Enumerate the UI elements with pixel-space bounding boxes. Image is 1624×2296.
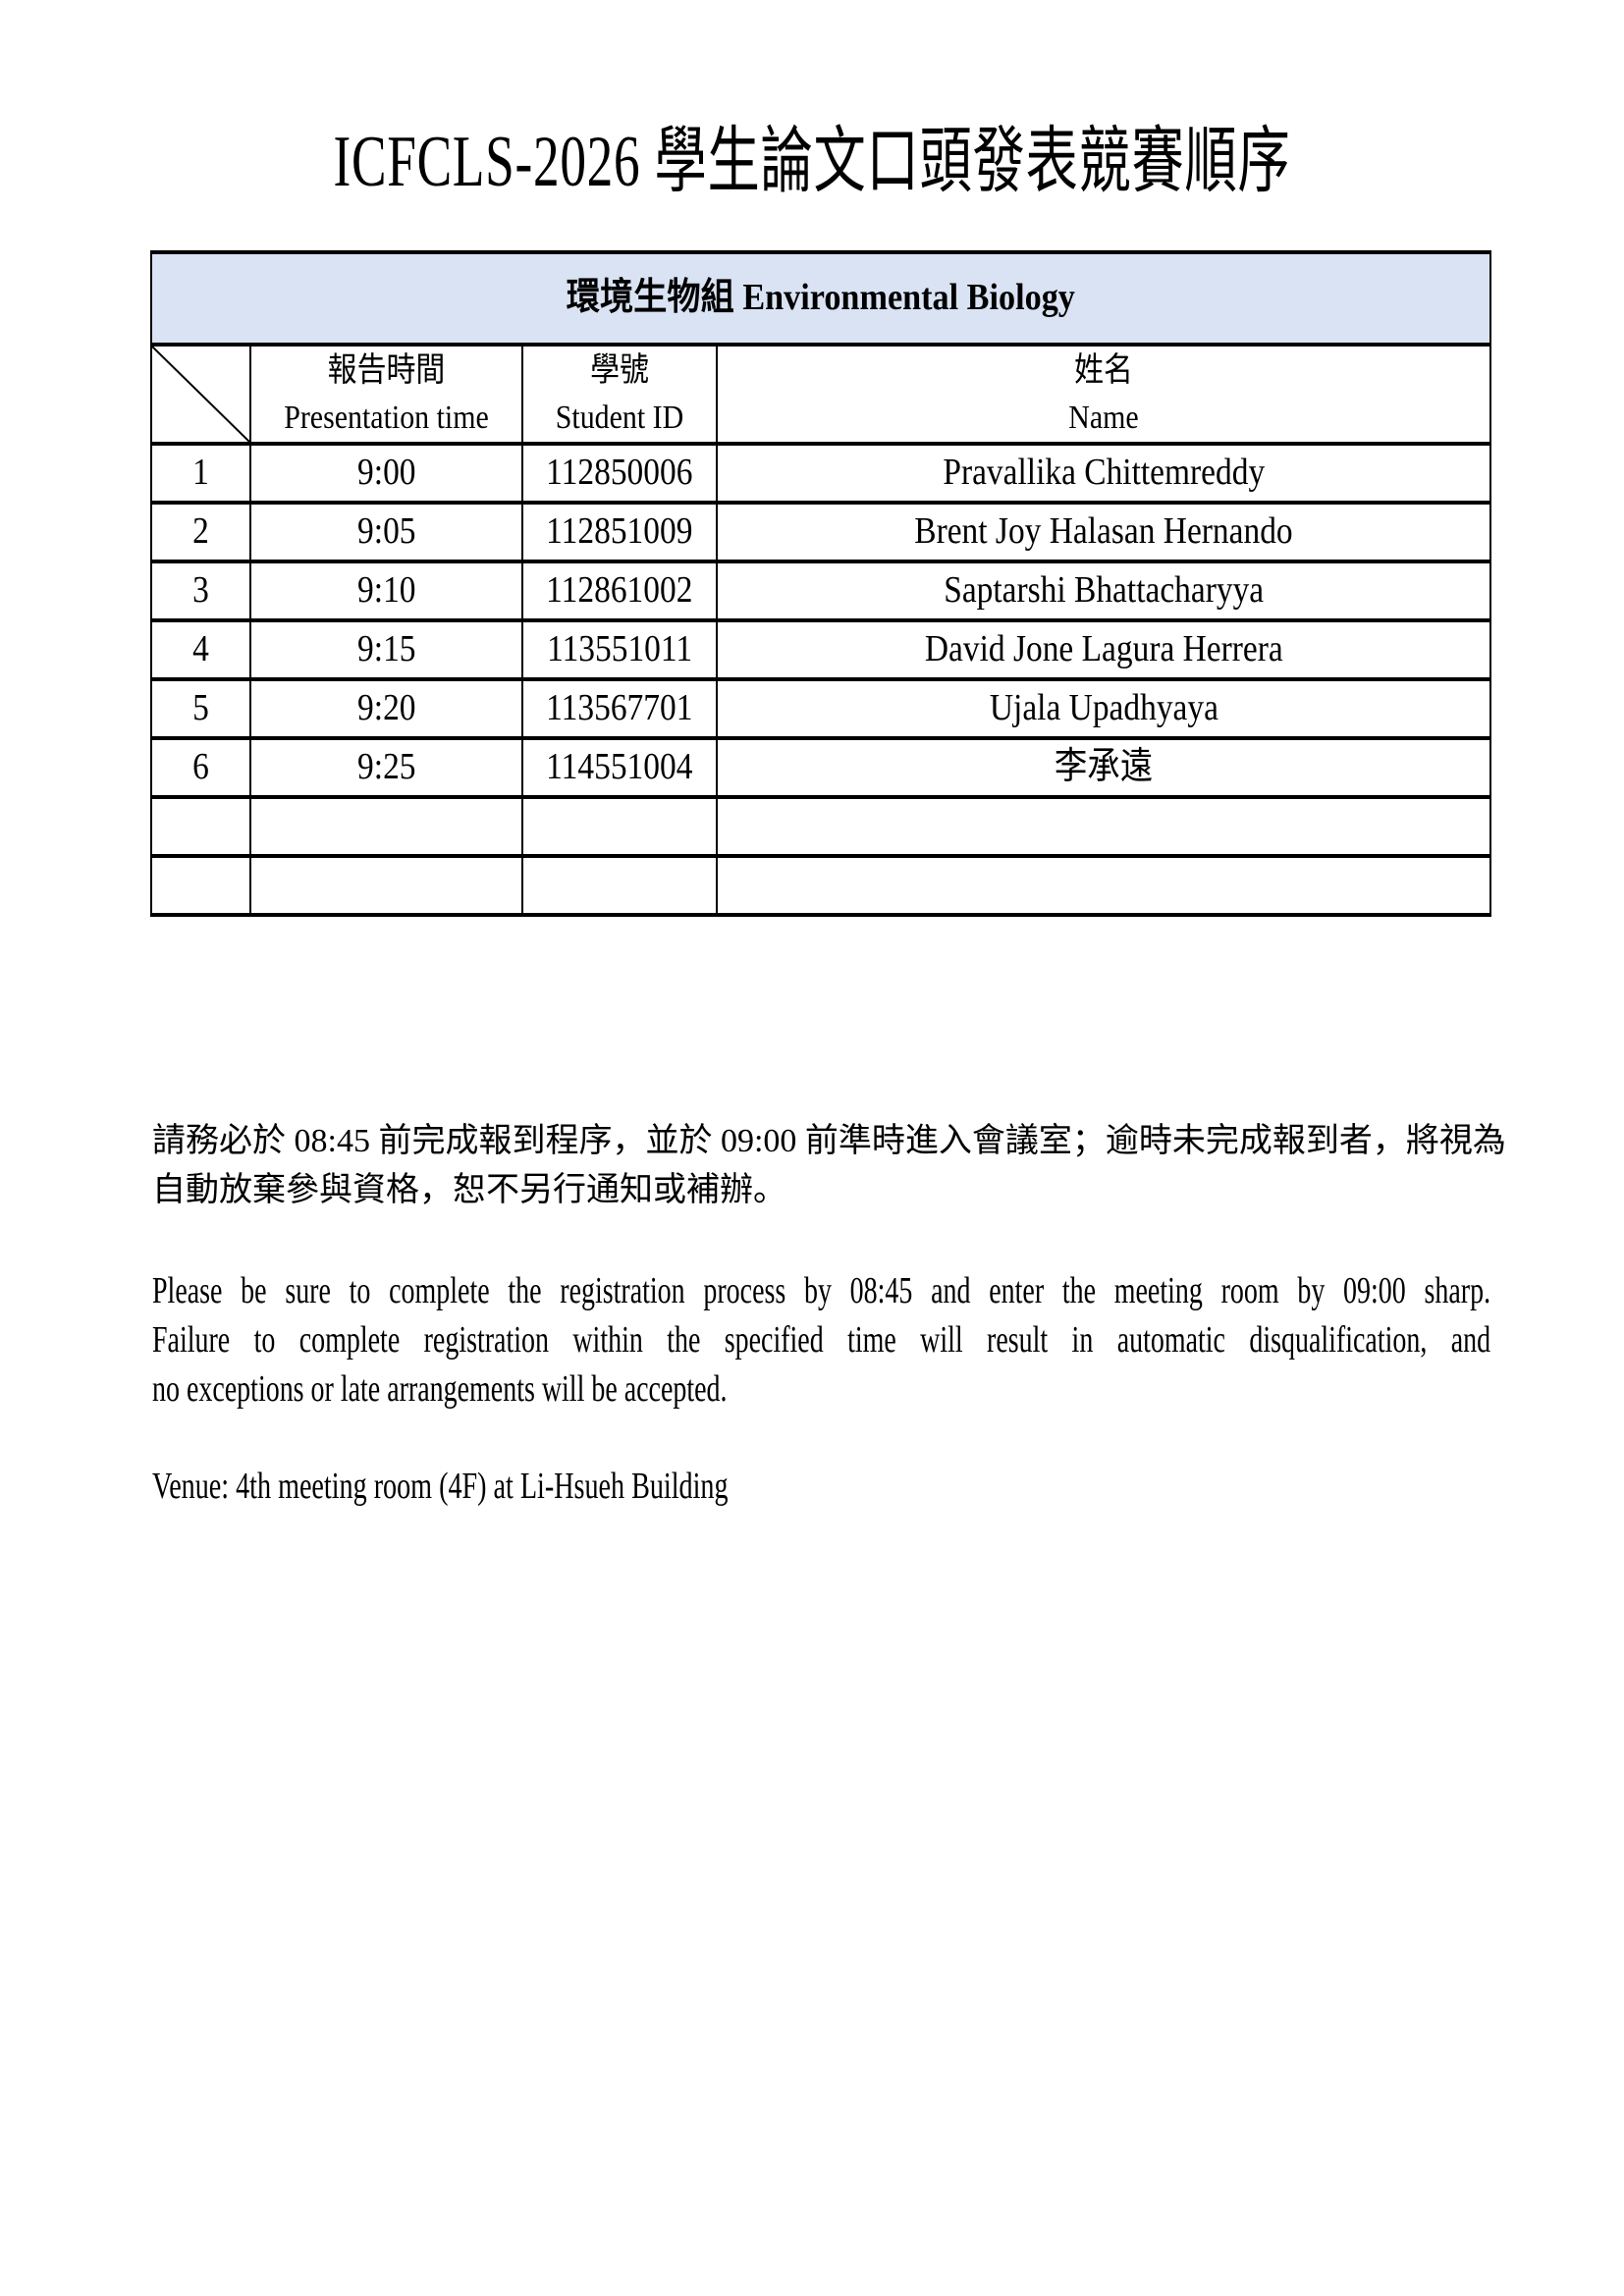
student-name: 李承遠 [1054,746,1154,788]
row-number: 1 [192,452,209,494]
row-number: 3 [192,569,209,612]
table-row-empty [150,854,1491,917]
cell-student-id [521,854,718,917]
cell-number: 5 [150,677,251,740]
table-row: 1 9:00 112850006 Pravallika Chittemreddy [150,442,1491,505]
registration-note-zh: 請務必於 08:45 前完成報到程序，並於 09:00 前準時進入會議室；逾時未… [152,1117,1506,1215]
column-header-time-en: Presentation time [284,399,489,436]
note-zh-line2: 自動放棄參與資格，恕不另行通知或補辦。 [152,1172,786,1208]
row-number: 5 [192,687,209,729]
schedule-table: 環境生物組 Environmental Biology 報告時間 Present… [150,250,1491,917]
diagonal-line-icon [152,347,249,442]
cell-number [150,795,251,858]
column-header-name-zh: 姓名 [1074,351,1133,389]
cell-time [249,854,523,917]
student-id: 114551004 [546,746,693,788]
cell-student-id [521,795,718,858]
presentation-time: 9:15 [356,628,416,670]
cell-name: Pravallika Chittemreddy [716,442,1491,505]
cell-name: 李承遠 [716,736,1491,799]
cell-time: 9:15 [249,618,523,681]
cell-time: 9:10 [249,560,523,622]
student-name: Brent Joy Halasan Hernando [914,510,1293,553]
cell-student-id: 113551011 [521,618,718,681]
student-name: Pravallika Chittemreddy [943,452,1265,494]
student-name: David Jone Lagura Herrera [924,628,1283,670]
cell-student-id: 113567701 [521,677,718,740]
cell-number: 6 [150,736,251,799]
student-id: 113567701 [546,687,693,729]
cell-name: Saptarshi Bhattacharyya [716,560,1491,622]
student-id: 112850006 [546,452,693,494]
cell-number: 1 [150,442,251,505]
row-number: 4 [192,628,209,670]
note-zh-line1: 請務必於 08:45 前完成報到程序，並於 09:00 前準時進入會議室；逾時未… [152,1123,1506,1159]
cell-time: 9:20 [249,677,523,740]
cell-name: Ujala Upadhyaya [716,677,1491,740]
cell-name: Brent Joy Halasan Hernando [716,501,1491,563]
row-number: 2 [192,510,209,553]
column-header-name: 姓名 Name [716,343,1491,446]
table-row: 3 9:10 112861002 Saptarshi Bhattacharyya [150,560,1491,622]
cell-number: 4 [150,618,251,681]
table-row: 6 9:25 114551004 李承遠 [150,736,1491,799]
column-header-name-en: Name [1068,399,1139,436]
table-row: 2 9:05 112851009 Brent Joy Halasan Herna… [150,501,1491,563]
cell-time [249,795,523,858]
cell-name: David Jone Lagura Herrera [716,618,1491,681]
table-row: 5 9:20 113567701 Ujala Upadhyaya [150,677,1491,740]
cell-name [716,854,1491,917]
note-en-line3: no exceptions or late arrangements will … [152,1368,728,1410]
cell-number [150,854,251,917]
venue-line: Venue: 4th meeting room (4F) at Li-Hsueh… [152,1466,729,1507]
cell-student-id: 112851009 [521,501,718,563]
presentation-time: 9:05 [356,510,416,553]
student-name: Saptarshi Bhattacharyya [944,569,1264,612]
presentation-time: 9:00 [356,452,416,494]
column-header-id: 學號 Student ID [521,343,718,446]
presentation-time: 9:10 [356,569,416,612]
column-header-row: 報告時間 Presentation time 學號 Student ID 姓名 … [150,343,1491,446]
column-header-id-en: Student ID [555,399,684,436]
student-id: 113551011 [546,628,693,670]
group-title-text: 環境生物組 Environmental Biology [566,277,1076,319]
cell-time: 9:05 [249,501,523,563]
cell-student-id: 114551004 [521,736,718,799]
column-header-time: 報告時間 Presentation time [249,343,523,446]
column-header-id-zh: 學號 [590,351,649,389]
cell-time: 9:00 [249,442,523,505]
cell-student-id: 112861002 [521,560,718,622]
cell-time: 9:25 [249,736,523,799]
group-header-cell: 環境生物組 Environmental Biology [150,250,1491,347]
presentation-time: 9:25 [356,746,416,788]
diagonal-header-cell [150,343,251,446]
student-id: 112851009 [546,510,693,553]
registration-note-en: Please be sure to complete the registrat… [152,1266,1490,1414]
group-header-row: 環境生物組 Environmental Biology [150,250,1491,347]
cell-student-id: 112850006 [521,442,718,505]
note-en-line2: Failure to complete registration within … [152,1319,1491,1361]
table-row-empty [150,795,1491,858]
page-title: ICFCLS-2026 學生論文口頭發表競賽順序 [333,122,1291,202]
cell-number: 3 [150,560,251,622]
row-number: 6 [192,746,209,788]
presentation-time: 9:20 [356,687,416,729]
note-en-line1: Please be sure to complete the registrat… [152,1270,1491,1311]
student-id: 112861002 [546,569,693,612]
cell-name [716,795,1491,858]
table-row: 4 9:15 113551011 David Jone Lagura Herre… [150,618,1491,681]
student-name: Ujala Upadhyaya [989,687,1218,729]
cell-number: 2 [150,501,251,563]
column-header-time-zh: 報告時間 [327,351,446,389]
